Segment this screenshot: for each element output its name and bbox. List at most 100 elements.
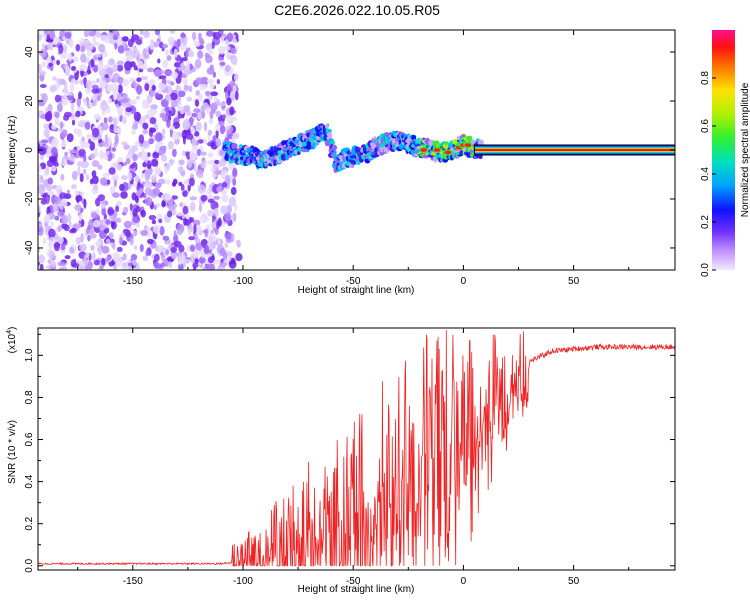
noise-blob — [121, 36, 129, 42]
noise-blob — [57, 225, 62, 232]
noise-blob — [107, 136, 112, 146]
noise-blob — [150, 158, 159, 167]
noise-blob — [39, 70, 47, 76]
x-tick-label: -100 — [233, 576, 253, 587]
noise-blob — [178, 255, 182, 265]
noise-blob — [192, 262, 199, 268]
noise-blob — [116, 200, 122, 206]
x-tick-label: -100 — [233, 276, 253, 287]
signal-blob — [422, 154, 430, 159]
y-tick-label: -20 — [24, 191, 35, 206]
noise-blob — [124, 43, 128, 53]
noise-blob — [167, 210, 173, 218]
noise-blob — [93, 41, 100, 47]
noise-blob — [117, 45, 125, 54]
noise-blob — [125, 107, 133, 113]
noise-blob — [93, 113, 101, 120]
noise-blob — [106, 83, 113, 92]
noise-blob — [68, 39, 74, 48]
y-tick-label: 1.0 — [24, 348, 35, 362]
noise-blob — [129, 203, 133, 212]
noise-blob — [166, 119, 171, 128]
noise-blob — [200, 38, 204, 46]
noise-blob — [61, 216, 69, 224]
noise-blob — [112, 192, 120, 199]
noise-blob — [215, 138, 222, 147]
noise-blob — [133, 245, 138, 250]
noise-blob — [95, 240, 102, 248]
noise-blob — [164, 69, 173, 77]
noise-blob — [99, 149, 104, 160]
noise-blob — [77, 166, 81, 177]
noise-blob — [162, 43, 168, 49]
noise-blob — [38, 146, 47, 156]
noise-blob — [53, 241, 61, 252]
noise-blob — [144, 182, 152, 188]
noise-blob — [71, 262, 80, 268]
noise-blob — [115, 205, 120, 213]
noise-blob — [70, 227, 77, 233]
noise-blob — [162, 235, 170, 241]
noise-blob — [60, 173, 65, 181]
noise-blob — [215, 110, 221, 118]
x-tick-label: 50 — [568, 576, 580, 587]
noise-blob — [198, 203, 203, 213]
noise-blob — [71, 170, 78, 181]
noise-blob — [159, 112, 165, 118]
noise-blob — [50, 165, 57, 172]
noise-blob — [187, 158, 193, 169]
noise-blob — [113, 116, 117, 126]
noise-blob — [172, 195, 179, 200]
noise-blob — [193, 166, 197, 172]
noise-blob — [205, 55, 213, 64]
noise-blob — [76, 97, 82, 108]
noise-blob — [151, 219, 157, 225]
noise-blob — [154, 68, 162, 78]
noise-blob — [78, 91, 82, 100]
noise-blob — [111, 83, 119, 93]
noise-blob — [53, 162, 59, 167]
colorbar-ticks: 0.0 0.2 0.4 0.6 0.8 — [700, 71, 716, 277]
noise-blob — [80, 141, 86, 150]
signal-peak — [443, 149, 453, 156]
noise-blob — [143, 30, 151, 39]
noise-blob — [203, 137, 208, 145]
noise-blob — [180, 62, 185, 68]
noise-blob — [142, 162, 147, 168]
noise-blob — [213, 207, 219, 217]
noise-blob — [200, 160, 207, 169]
noise-blob — [219, 102, 226, 107]
noise-blob — [232, 38, 237, 45]
noise-blob — [174, 62, 182, 68]
noise-blob — [230, 54, 238, 65]
signal-blob — [477, 139, 484, 146]
noise-blob — [105, 150, 110, 155]
noise-blob — [120, 98, 129, 103]
noise-blob — [88, 228, 95, 235]
signal-blob — [327, 132, 332, 138]
noise-blob — [185, 49, 189, 59]
noise-blob — [161, 128, 166, 135]
noise-blob — [153, 166, 161, 176]
noise-blob — [210, 91, 218, 97]
noise-blob — [83, 198, 87, 209]
noise-blob — [80, 45, 86, 53]
colorbar-tick-label: 0.8 — [700, 71, 711, 85]
noise-blob — [184, 218, 190, 226]
noise-blob — [58, 38, 62, 44]
noise-blob — [180, 183, 185, 192]
noise-blob — [138, 151, 143, 157]
noise-blob — [51, 124, 57, 130]
noise-blob — [99, 125, 103, 136]
x-tick-label: 50 — [568, 276, 580, 287]
noise-blob — [212, 135, 217, 142]
noise-blob — [61, 158, 67, 167]
noise-blob — [57, 102, 63, 113]
noise-blob — [80, 233, 84, 243]
noise-blob — [47, 177, 54, 185]
noise-blob — [226, 97, 232, 106]
x-tick-label: 0 — [461, 576, 467, 587]
noise-blob — [187, 228, 191, 236]
x-tick-label: -50 — [346, 276, 361, 287]
noise-blob — [225, 91, 229, 100]
